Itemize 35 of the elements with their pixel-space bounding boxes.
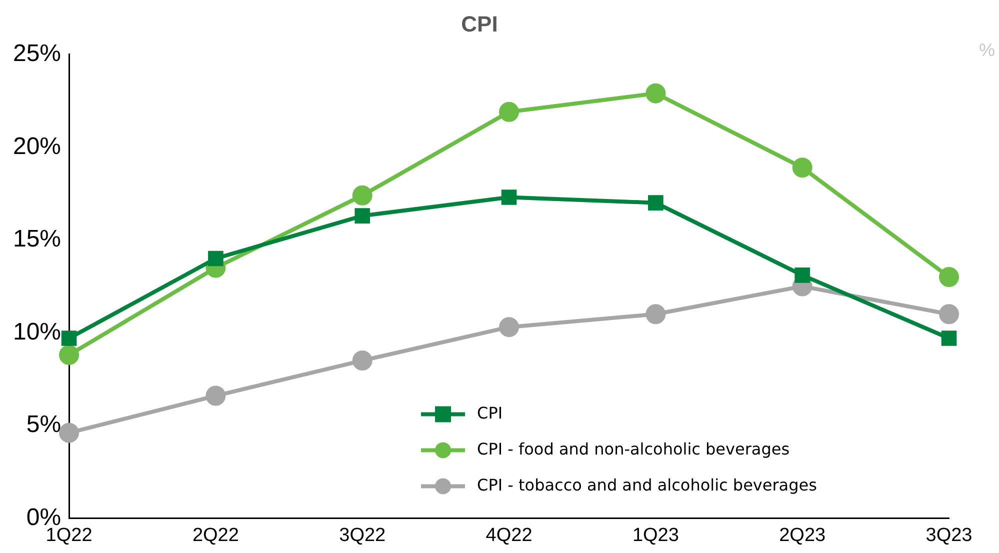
point	[59, 422, 80, 443]
y-tick-label: 20%	[12, 132, 62, 160]
x-tick-label: 2Q22	[192, 524, 239, 546]
legend-label: CPI - tobacco and and alcoholic beverages	[477, 475, 817, 494]
y-tick-label: 10%	[12, 318, 62, 346]
x-tick-label: 2Q23	[779, 524, 826, 546]
point	[939, 304, 959, 324]
point	[59, 344, 80, 365]
point	[499, 102, 520, 122]
chart-title: CPI	[461, 11, 498, 36]
point	[352, 185, 372, 206]
point	[939, 267, 959, 288]
y-tick-label: 15%	[12, 226, 62, 253]
point	[499, 317, 520, 338]
x-tick-label: 4Q22	[486, 524, 532, 546]
point	[794, 268, 810, 283]
point	[646, 83, 666, 104]
y-tick-label: 5%	[26, 411, 62, 438]
point	[206, 386, 226, 406]
point	[208, 250, 224, 266]
text: %	[978, 40, 995, 61]
x-tick-label: 1Q23	[632, 524, 679, 546]
y-tick-label: 25%	[12, 40, 62, 68]
x-tick-label: 3Q22	[339, 524, 386, 546]
point	[354, 208, 370, 224]
point	[352, 350, 372, 371]
legend-label: CPI	[477, 403, 503, 422]
point	[941, 330, 957, 346]
point	[501, 190, 517, 205]
point	[792, 158, 812, 178]
point	[648, 195, 664, 210]
x-tick-label: 3Q23	[926, 524, 972, 546]
point	[61, 330, 77, 346]
legend-label: CPI - food and non-alcoholic beverages	[477, 439, 790, 458]
point	[646, 304, 666, 324]
